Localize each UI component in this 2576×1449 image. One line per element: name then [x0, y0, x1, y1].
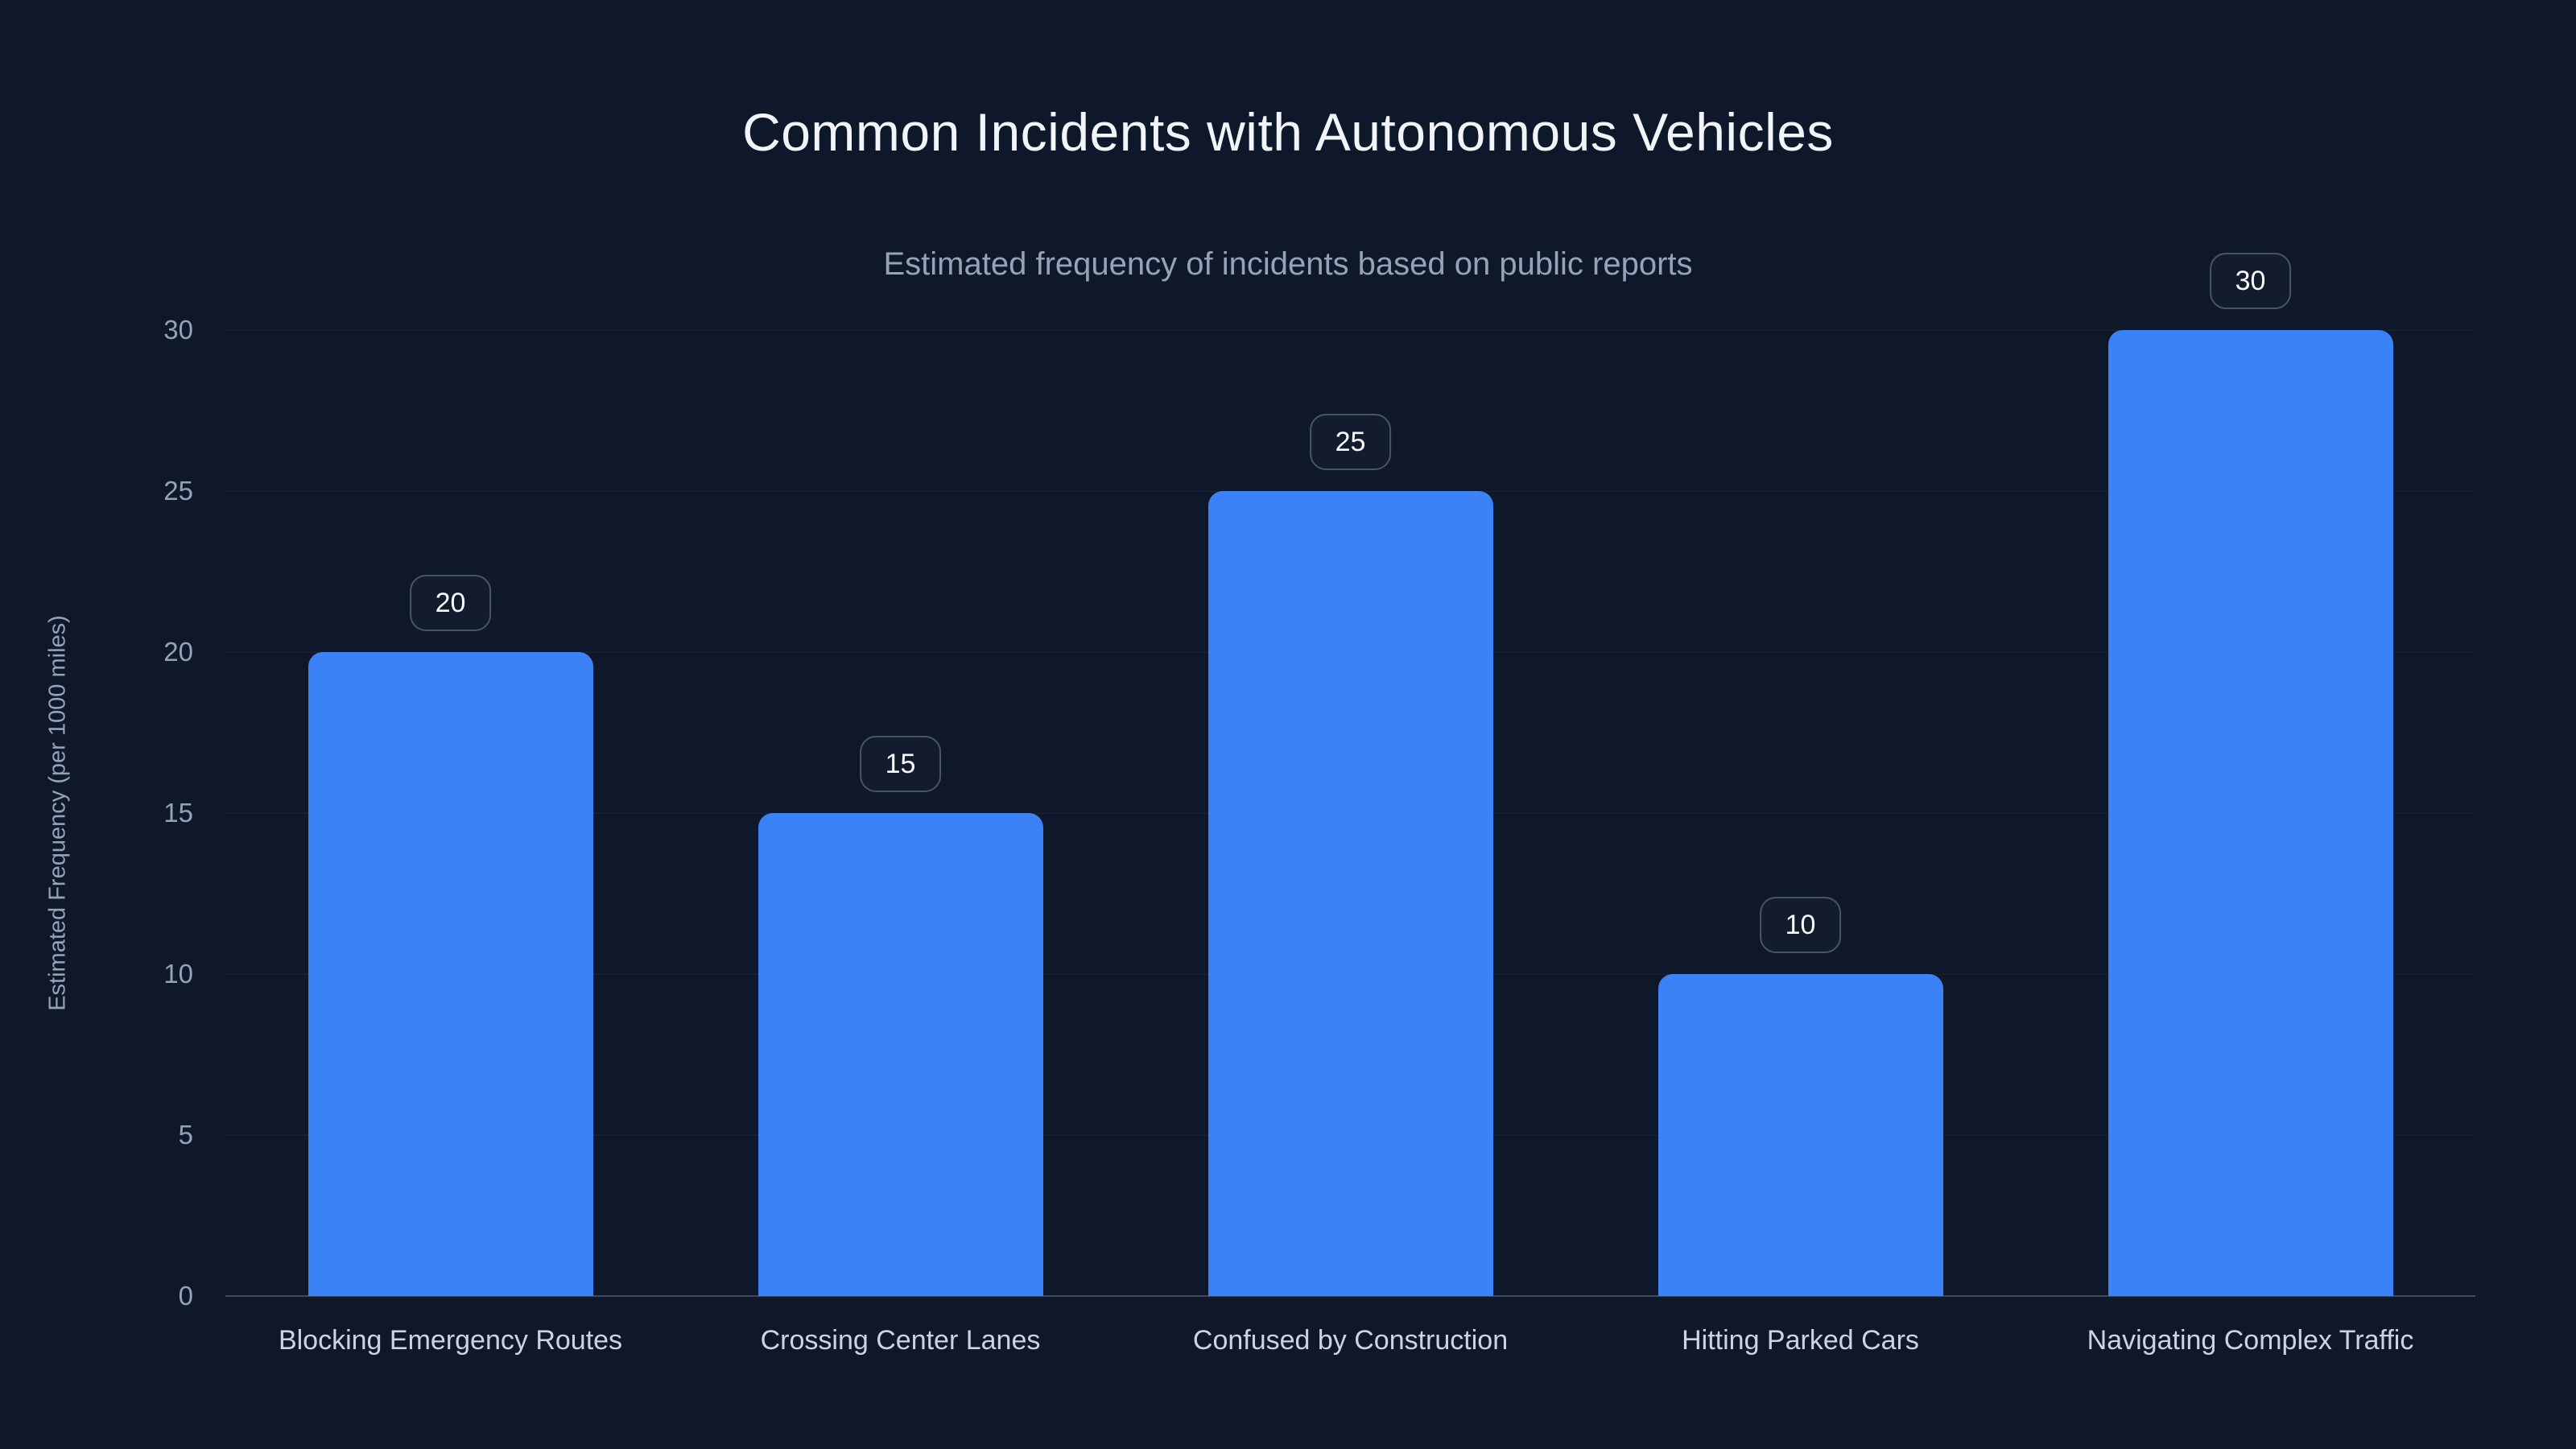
x-axis-label: Navigating Complex Traffic: [2087, 1325, 2414, 1356]
plot-area: 0 5 10 15 20 25 30 20 Blocking Emergency Routes 1…: [163, 253, 2475, 1356]
y-axis-title: Estimated Frequency (per 1000 miles): [44, 615, 71, 1011]
y-tick-label: 25: [163, 476, 193, 506]
value-badge: 10: [1759, 897, 1842, 953]
bar: [2107, 330, 2393, 1296]
chart-title: Common Incidents with Autonomous Vehicle…: [742, 102, 1834, 162]
x-axis-label: Crossing Center Lanes: [760, 1325, 1041, 1356]
x-axis-label: Hitting Parked Cars: [1682, 1325, 1919, 1356]
bar: [1657, 974, 1943, 1296]
y-tick-label: 5: [178, 1120, 193, 1150]
x-axis-baseline: [225, 1295, 2475, 1297]
bar: [1208, 491, 1493, 1296]
value-badge: 15: [859, 736, 942, 792]
y-tick-label: 10: [163, 959, 193, 989]
bar: [758, 813, 1043, 1296]
y-tick-label: 0: [178, 1281, 193, 1311]
y-tick-label: 15: [163, 798, 193, 828]
value-badge: 20: [409, 575, 492, 631]
value-badge: 30: [2209, 253, 2292, 309]
bar: [308, 652, 593, 1296]
value-badge: 25: [1309, 414, 1392, 470]
y-tick-label: 20: [163, 637, 193, 667]
chart-subtitle: Estimated frequency of incidents based o…: [883, 246, 1693, 282]
y-tick-label: 30: [163, 315, 193, 345]
gridline: [225, 329, 2475, 331]
x-axis-label: Confused by Construction: [1192, 1325, 1509, 1356]
x-axis-label: Blocking Emergency Routes: [278, 1325, 623, 1356]
